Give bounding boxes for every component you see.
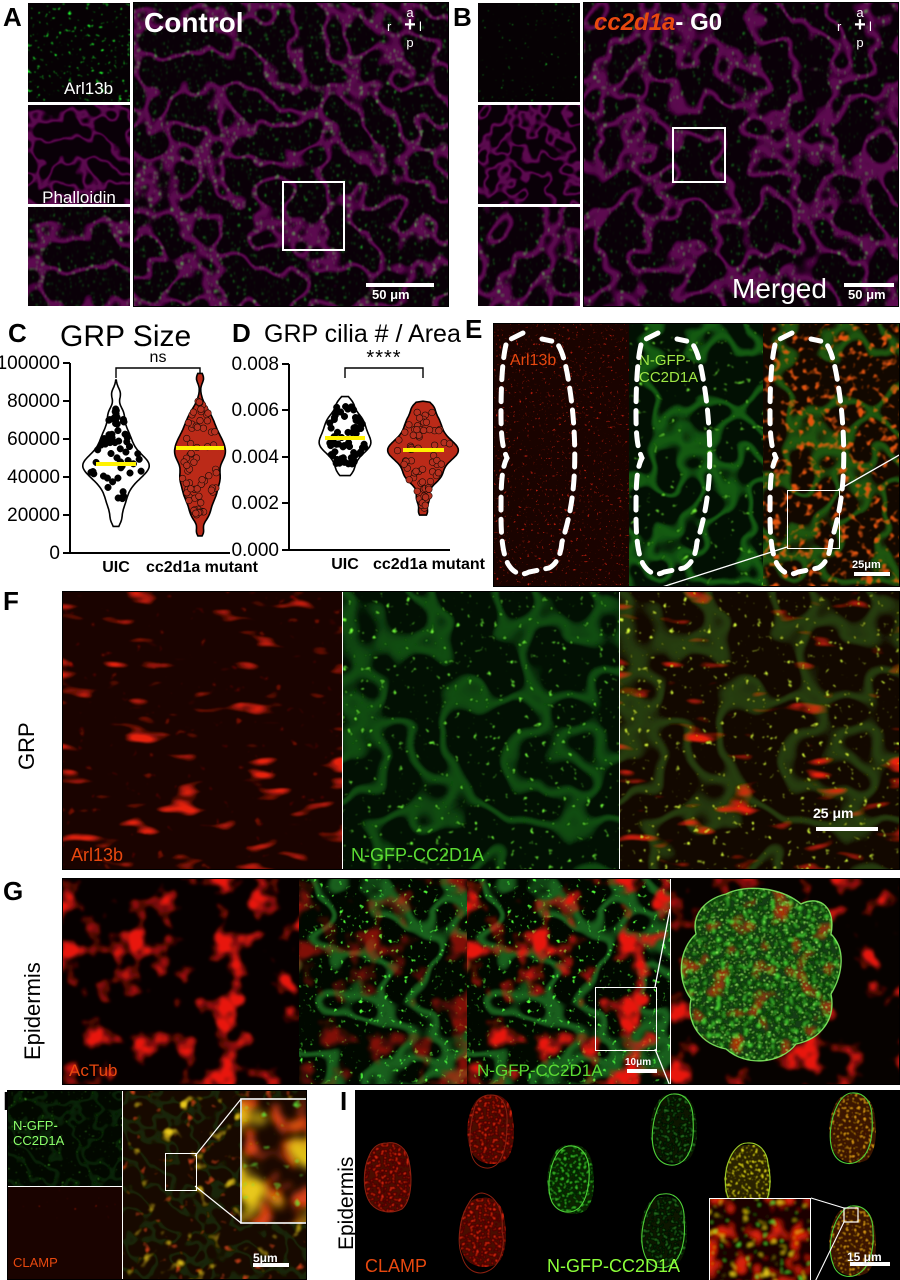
svg-text:UIC: UIC	[331, 556, 359, 573]
svg-text:0.006: 0.006	[231, 400, 279, 421]
svg-text:0.008: 0.008	[231, 354, 279, 375]
svg-text:0.004: 0.004	[231, 447, 279, 468]
svg-text:****: ****	[366, 347, 401, 369]
svg-text:0.002: 0.002	[231, 493, 279, 514]
svg-text:0.000: 0.000	[231, 540, 279, 561]
svg-text:cc2d1a mutant: cc2d1a mutant	[373, 556, 486, 573]
